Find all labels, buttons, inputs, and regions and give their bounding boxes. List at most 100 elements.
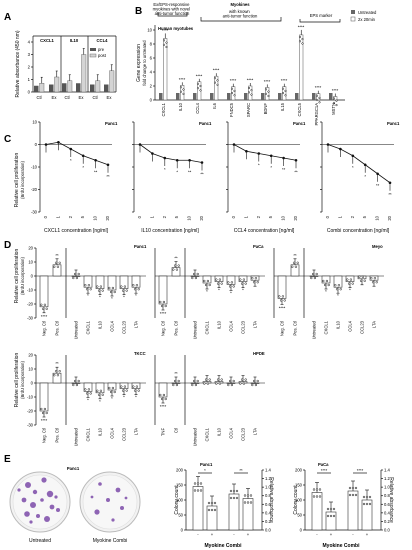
legend-label-2x20min: 2x 20min bbox=[358, 17, 376, 22]
data-point bbox=[77, 272, 80, 276]
panel-b-inner-title: Human myotubes bbox=[158, 26, 194, 31]
data-point bbox=[232, 379, 235, 383]
data-point bbox=[151, 152, 154, 155]
panel-d-ylabel-row2: Relative cell proliferation bbox=[14, 353, 20, 408]
x-tick-label: + bbox=[366, 532, 369, 537]
data-point bbox=[85, 392, 89, 395]
y-tick-label-right: 1.2 bbox=[384, 476, 390, 481]
significance-label: ** bbox=[293, 253, 297, 258]
data-point bbox=[247, 91, 251, 94]
bar bbox=[228, 493, 240, 531]
x-tick-label: - bbox=[352, 532, 354, 537]
panel-e-chart: 0 50 100 150 200 0.0 0.2 0.4 0.6 0.8 1.0 1.2 1.4 - + - +… bbox=[295, 468, 390, 538]
x-tick-label: BDNF bbox=[263, 103, 268, 115]
data-point bbox=[348, 486, 352, 490]
data-point bbox=[318, 101, 321, 104]
data-point bbox=[247, 86, 251, 90]
data-point bbox=[228, 285, 232, 288]
panel-b-ylabel: Gene expression bbox=[136, 44, 142, 82]
data-point bbox=[73, 379, 77, 383]
y-tick-label-right: 1.0 bbox=[265, 485, 271, 490]
data-point bbox=[228, 379, 232, 383]
data-point bbox=[227, 383, 230, 387]
data-point bbox=[72, 383, 75, 387]
x-tick-label: Neg. Ctl bbox=[280, 321, 285, 336]
panel-e-chart2-xlabel: Myokine Combi bbox=[323, 543, 361, 549]
data-point bbox=[132, 385, 135, 388]
x-tick-label: 10 bbox=[187, 215, 192, 220]
data-point bbox=[326, 514, 330, 518]
significance-label: ** bbox=[55, 361, 59, 366]
data-point bbox=[388, 181, 392, 185]
data-point bbox=[199, 89, 202, 92]
data-point bbox=[230, 281, 234, 284]
data-point bbox=[363, 279, 366, 282]
colony bbox=[21, 497, 27, 503]
data-point bbox=[94, 158, 97, 162]
colony bbox=[41, 477, 47, 483]
panel-a-bars bbox=[34, 48, 115, 93]
panel-c-ylabel-2: (BrdU incorporation) bbox=[20, 161, 25, 199]
x-tick-label: CCL4 bbox=[110, 427, 115, 438]
data-point bbox=[233, 89, 236, 92]
significance-label: * bbox=[230, 290, 232, 295]
x-tick-label: Untreated bbox=[193, 427, 198, 446]
bar bbox=[171, 382, 181, 384]
data-point bbox=[250, 93, 253, 96]
data-point bbox=[135, 284, 139, 287]
colony bbox=[106, 498, 110, 502]
bar-untreated bbox=[329, 93, 333, 100]
data-point bbox=[196, 272, 199, 276]
dish-label-combi: Myokine Combi bbox=[93, 538, 127, 544]
panel-a-xtick: Ex bbox=[52, 95, 58, 100]
data-point bbox=[329, 507, 333, 511]
panel-e-chart1-ylabel: Colony count bbox=[174, 485, 180, 515]
data-point bbox=[45, 307, 48, 310]
panel-c-xlabel-4: Combi concentration [ng/ml] bbox=[327, 228, 390, 234]
data-point bbox=[371, 281, 375, 284]
data-point bbox=[318, 488, 322, 491]
data-point bbox=[215, 382, 218, 385]
data-point bbox=[318, 96, 321, 99]
y-tick-label: 0 bbox=[181, 528, 184, 533]
data-point bbox=[96, 389, 99, 392]
significance-label: ** bbox=[188, 169, 192, 174]
data-point bbox=[335, 104, 338, 107]
bar bbox=[158, 275, 168, 305]
data-point bbox=[99, 285, 103, 288]
significance-label: **** bbox=[357, 468, 364, 473]
data-point bbox=[54, 261, 58, 264]
data-point bbox=[313, 276, 317, 280]
significance-label: * bbox=[82, 165, 84, 170]
bar-post bbox=[67, 80, 73, 93]
data-point bbox=[351, 154, 355, 158]
significance-label: * bbox=[164, 167, 166, 172]
data-point bbox=[257, 152, 261, 155]
y-tick-label: -20 bbox=[27, 302, 34, 307]
y-tick-label: -10 bbox=[27, 288, 34, 293]
x-tick-label: 20 bbox=[387, 215, 392, 220]
data-point bbox=[315, 272, 318, 276]
data-point bbox=[301, 38, 304, 41]
data-point bbox=[243, 501, 247, 504]
y-tick-label: 10 bbox=[28, 367, 33, 372]
x-tick-label: CXCL5 bbox=[297, 102, 302, 116]
panel-d-title-meyo: Meyo bbox=[372, 244, 383, 249]
data-point bbox=[218, 382, 222, 385]
colony bbox=[120, 506, 124, 510]
data-point bbox=[192, 272, 196, 276]
data-point bbox=[239, 382, 242, 385]
data-point bbox=[246, 501, 250, 504]
data-point bbox=[87, 388, 91, 391]
bar bbox=[71, 382, 81, 384]
data-point bbox=[346, 278, 349, 281]
data-point bbox=[172, 383, 175, 387]
bar bbox=[39, 382, 49, 412]
data-point bbox=[232, 496, 236, 500]
data-point bbox=[164, 397, 167, 401]
bar bbox=[309, 275, 319, 277]
data-point bbox=[334, 284, 337, 287]
data-point bbox=[267, 94, 270, 98]
panel-c-ylabel: Relative cell proliferation bbox=[14, 153, 20, 208]
x-tick-label: Ctl bbox=[174, 428, 179, 433]
